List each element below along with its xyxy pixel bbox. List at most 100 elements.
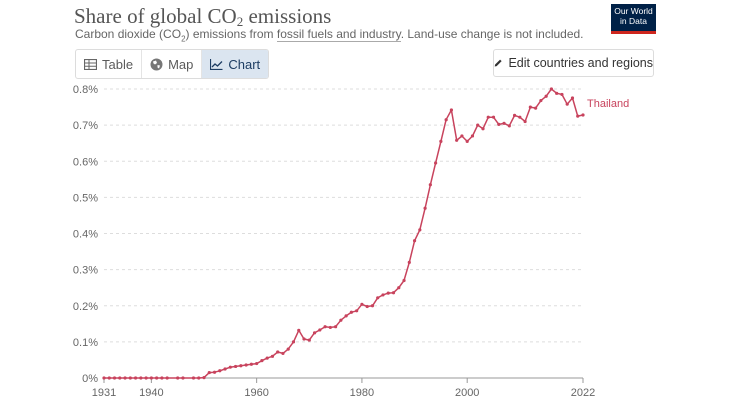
title-rest: emissions	[243, 4, 332, 28]
data-point	[581, 113, 585, 117]
data-point	[465, 139, 469, 143]
tab-map[interactable]: Map	[142, 50, 203, 78]
y-tick-label: 0.1%	[73, 337, 98, 349]
data-point	[276, 350, 280, 354]
data-point	[376, 296, 380, 300]
data-point	[460, 134, 464, 138]
data-point	[507, 124, 511, 128]
data-point	[291, 340, 296, 344]
data-point	[444, 118, 448, 122]
data-point	[202, 376, 206, 380]
data-point	[112, 376, 117, 380]
data-point	[318, 328, 322, 332]
data-point	[334, 325, 338, 329]
y-tick-label: 0%	[82, 373, 98, 385]
data-point	[249, 362, 253, 366]
data-point	[534, 106, 538, 110]
fossil-fuels-link[interactable]: fossil fuels and industry	[276, 27, 401, 42]
data-point	[302, 337, 306, 341]
data-point	[165, 376, 169, 380]
data-point	[286, 347, 290, 351]
logo-line2: in Data	[620, 15, 647, 26]
data-point	[228, 365, 232, 369]
globe-icon	[150, 58, 163, 70]
data-point	[191, 376, 196, 380]
data-point	[102, 376, 106, 380]
data-point	[381, 293, 385, 297]
data-point	[497, 122, 501, 127]
y-tick-label: 0.5%	[73, 192, 98, 204]
data-point	[233, 364, 238, 369]
data-point	[512, 113, 517, 117]
tab-map-label: Map	[168, 56, 194, 72]
owid-logo[interactable]: Our World in Data	[611, 4, 656, 34]
data-point	[107, 376, 111, 380]
y-tick-label: 0.8%	[73, 84, 98, 96]
x-tick-label: 1960	[244, 387, 268, 399]
series-label-thailand: Thailand	[587, 98, 629, 110]
data-point	[160, 376, 164, 380]
data-point	[518, 115, 522, 119]
data-point	[470, 134, 475, 138]
data-point	[197, 376, 201, 380]
data-point	[344, 314, 348, 318]
tab-chart-label: Chart	[228, 56, 261, 72]
data-point	[544, 94, 548, 98]
x-tick-label: 2022	[571, 387, 595, 399]
data-point	[502, 121, 506, 125]
data-point	[223, 367, 227, 371]
data-point	[428, 183, 432, 187]
subtitle-mid: ) emissions from	[185, 27, 277, 41]
data-point	[244, 363, 248, 367]
tab-chart[interactable]: Chart	[202, 50, 269, 78]
data-point	[386, 291, 390, 295]
data-point	[123, 376, 127, 380]
data-point	[576, 114, 580, 118]
data-point	[323, 325, 327, 329]
edit-countries-button[interactable]: Edit countries and regions	[493, 49, 654, 77]
data-point	[397, 286, 401, 290]
y-tick-label: 0.2%	[73, 301, 98, 313]
line-chart-icon	[210, 58, 223, 70]
subtitle-post: . Land-use change is not included.	[400, 27, 584, 41]
data-point	[260, 359, 264, 363]
data-point	[481, 127, 485, 131]
y-tick-label: 0.3%	[73, 265, 98, 277]
data-point	[523, 119, 527, 124]
data-point	[144, 376, 148, 380]
chart-subtitle: Carbon dioxide (CO2) emissions from foss…	[75, 27, 584, 43]
table-icon	[84, 58, 97, 70]
data-point	[281, 351, 285, 356]
data-point	[176, 376, 180, 380]
title-subscript: 2	[236, 14, 244, 29]
data-point	[555, 91, 559, 95]
data-point	[402, 278, 406, 283]
x-tick-label: 1931	[92, 387, 116, 399]
y-tick-label: 0.6%	[73, 156, 98, 168]
logo-line1: Our World	[614, 6, 653, 16]
x-tick-label: 1940	[139, 387, 163, 399]
tab-table[interactable]: Table	[76, 50, 143, 78]
data-point	[412, 239, 417, 243]
data-point	[297, 328, 301, 332]
data-point	[360, 302, 364, 306]
data-point	[328, 325, 332, 330]
data-point	[139, 376, 143, 380]
data-point	[418, 228, 422, 232]
data-point	[155, 376, 159, 380]
x-tick-label: 1980	[350, 387, 374, 399]
subtitle-pre: Carbon dioxide (CO	[75, 27, 182, 41]
chart-title: Share of global CO2 emissions	[74, 4, 331, 30]
tab-table-label: Table	[102, 56, 134, 72]
data-point	[339, 318, 343, 322]
pencil-icon	[494, 59, 502, 67]
data-point	[455, 138, 459, 142]
data-point	[391, 291, 396, 295]
data-point	[207, 370, 211, 375]
data-point	[181, 376, 185, 380]
series-line-thailand	[104, 88, 584, 379]
edit-countries-label: Edit countries and regions	[508, 56, 653, 70]
data-point	[491, 115, 496, 119]
data-point	[434, 161, 438, 165]
data-point	[449, 108, 454, 112]
